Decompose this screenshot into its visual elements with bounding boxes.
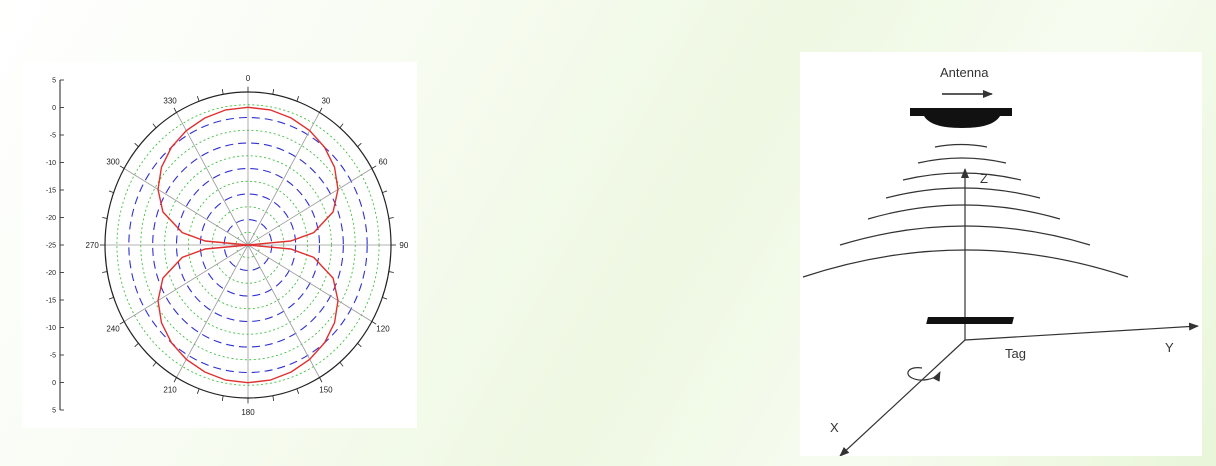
theta-label: 90	[399, 241, 408, 250]
x-axis-label: X	[830, 420, 839, 435]
boundary-tick	[221, 88, 224, 95]
theta-label: 300	[106, 158, 120, 167]
boundary-tick	[134, 343, 139, 348]
wave-arc-1	[934, 143, 988, 148]
boundary-tick	[134, 142, 139, 147]
r-tick-label: 5	[52, 408, 56, 415]
y-axis-label: Y	[1165, 340, 1174, 355]
boundary-tick	[296, 96, 299, 102]
boundary-tick	[357, 343, 362, 348]
theta-label: 330	[163, 97, 177, 106]
antenna-diagram-panel: Antenna Z Y Tag X	[800, 52, 1202, 457]
boundary-tick	[382, 296, 388, 300]
grid-spoke	[247, 244, 320, 378]
theta-label: 0	[246, 74, 251, 83]
boundary-tick	[221, 395, 224, 402]
grid-spoke	[176, 112, 249, 246]
theta-label: 30	[321, 97, 330, 106]
boundary-tick	[357, 142, 362, 147]
r-tick-label: -10	[46, 160, 56, 167]
tag-label: Tag	[1005, 346, 1026, 361]
boundary-tick	[108, 190, 114, 194]
r-tick-label: 5	[52, 78, 56, 85]
grid-spoke	[123, 244, 249, 322]
boundary-tick	[388, 217, 394, 219]
boundary-tick	[119, 321, 125, 325]
z-axis-label: Z	[980, 171, 988, 186]
boundary-tick	[388, 271, 394, 273]
r-tick-label: -15	[46, 298, 56, 305]
polar-axis	[59, 79, 396, 411]
polar-chart-panel: 5 0 -5 -10 -15 -20 -25 -20 -15 -10 -5 0 5 0 30 60 90 120 1…	[22, 62, 417, 428]
antenna-icon	[910, 108, 1012, 128]
grid-spoke	[123, 168, 249, 246]
polar-labels: 5 0 -5 -10 -15 -20 -25 -20 -15 -10 -5 0 5 0 30 60 90 120 1…	[46, 74, 409, 417]
theta-label: 150	[319, 385, 333, 394]
boundary-tick	[339, 123, 344, 129]
boundary-tick	[102, 271, 108, 273]
boundary-tick	[102, 217, 108, 219]
theta-label: 270	[85, 241, 99, 250]
wave-arc-3	[902, 172, 1022, 181]
boundary-tick	[296, 388, 299, 394]
antenna-diagram: Antenna Z Y Tag X	[802, 65, 1199, 457]
r-tick-label: -10	[46, 325, 56, 332]
polar-chart: 5 0 -5 -10 -15 -20 -25 -20 -15 -10 -5 0 5 0 30 60 90 120 1…	[46, 74, 409, 417]
boundary-tick	[152, 361, 157, 367]
theta-label: 120	[376, 324, 390, 333]
r-tick-label: -15	[46, 188, 56, 195]
boundary-tick	[339, 361, 344, 367]
tag-icon	[926, 317, 1014, 324]
theta-label: 240	[106, 324, 120, 333]
boundary-tick	[382, 190, 388, 194]
boundary-tick	[319, 107, 323, 113]
r-tick-label: 0	[52, 380, 56, 387]
theta-label: 210	[163, 385, 177, 394]
polar-series	[157, 106, 339, 384]
boundary-tick	[152, 123, 157, 129]
series-curve-0	[157, 106, 339, 384]
boundary-tick	[319, 377, 323, 383]
antenna-label: Antenna	[940, 65, 989, 80]
r-tick-label: -5	[50, 353, 56, 360]
wave-arc-2	[917, 157, 1007, 164]
wave-arc-7	[802, 249, 1129, 278]
boundary-tick	[173, 107, 177, 113]
grid-spoke	[247, 168, 373, 246]
boundary-tick	[272, 395, 275, 402]
y-axis	[964, 322, 1199, 341]
r-tick-label: -5	[50, 133, 56, 140]
theta-label: 60	[379, 158, 388, 167]
r-tick-label: -20	[46, 270, 56, 277]
boundary-tick	[119, 165, 125, 169]
theta-label: 180	[241, 408, 255, 417]
boundary-tick	[108, 296, 114, 300]
grid-spoke	[247, 112, 320, 246]
boundary-tick	[197, 96, 200, 102]
polar-grid	[105, 92, 391, 398]
r-tick-label: -25	[46, 243, 56, 250]
grid-spoke	[247, 244, 373, 322]
boundary-tick	[173, 377, 177, 383]
wave-arc-4	[885, 187, 1041, 199]
r-tick-label: 0	[52, 105, 56, 112]
rotation-arrow-icon	[907, 367, 941, 382]
boundary-tick	[272, 88, 275, 95]
r-tick-label: -20	[46, 215, 56, 222]
boundary-tick	[371, 165, 377, 169]
grid-spoke	[176, 244, 249, 378]
boundary-tick	[197, 388, 200, 394]
wave-arc-5	[867, 204, 1061, 220]
boundary-tick	[371, 321, 377, 325]
x-axis	[839, 339, 966, 457]
